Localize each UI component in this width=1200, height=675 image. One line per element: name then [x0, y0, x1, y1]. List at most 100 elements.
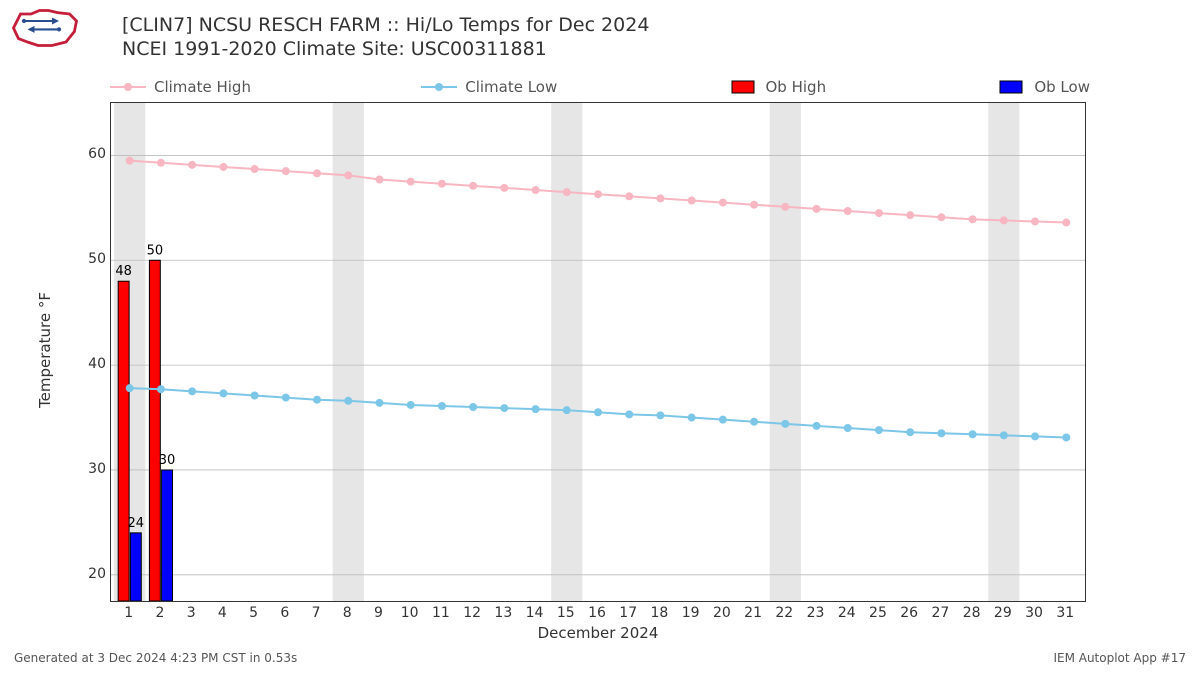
ob-bar: [130, 533, 141, 601]
xtick-label: 19: [682, 605, 700, 621]
xtick-label: 12: [463, 605, 481, 621]
weekend-band: [770, 103, 801, 601]
xtick-label: 7: [312, 605, 321, 621]
climate-low-marker: [438, 402, 446, 410]
title-line-1: [CLIN7] NCSU RESCH FARM :: Hi/Lo Temps f…: [122, 14, 649, 36]
climate-high-marker: [126, 157, 134, 165]
xtick-label: 23: [807, 605, 825, 621]
climate-low-marker: [906, 428, 914, 436]
bar-label: 24: [128, 516, 145, 531]
climate-low-marker: [313, 396, 321, 404]
climate-low-marker: [969, 430, 977, 438]
climate-low-marker: [375, 399, 383, 407]
climate-low-marker: [1062, 433, 1070, 441]
climate-low-marker: [594, 408, 602, 416]
bar-label: 48: [115, 264, 132, 279]
climate-high-marker: [719, 199, 727, 207]
ytick-label: 40: [88, 356, 106, 372]
climate-high-marker: [532, 186, 540, 194]
climate-high-marker: [251, 165, 259, 173]
climate-low-marker: [126, 384, 134, 392]
xtick-label: 22: [775, 605, 793, 621]
climate-high-marker: [438, 180, 446, 188]
xtick-label: 20: [713, 605, 731, 621]
xtick-label: 28: [963, 605, 981, 621]
legend-item-ob-low: Ob Low: [996, 78, 1090, 96]
ob-bar: [118, 281, 129, 601]
xtick-label: 24: [838, 605, 856, 621]
climate-low-marker: [469, 403, 477, 411]
legend-item-ob-high: Ob High: [728, 78, 827, 96]
climate-low-marker: [157, 385, 165, 393]
xtick-label: 3: [187, 605, 196, 621]
plot-area: 48 50 24 30: [110, 102, 1086, 602]
climate-high-marker: [813, 205, 821, 213]
iem-logo-icon: [10, 6, 80, 50]
weekend-band: [551, 103, 582, 601]
climate-high-marker: [344, 171, 352, 179]
legend: Climate High Climate Low Ob High Ob Low: [110, 72, 1090, 102]
legend-label: Ob High: [766, 78, 827, 96]
xtick-label: 8: [343, 605, 352, 621]
weekend-band: [988, 103, 1019, 601]
xtick-label: 6: [280, 605, 289, 621]
climate-high-marker: [875, 209, 883, 217]
xtick-label: 29: [994, 605, 1012, 621]
climate-high-marker: [844, 207, 852, 215]
climate-high-marker: [688, 197, 696, 205]
climate-high-marker: [469, 182, 477, 190]
climate-low-marker: [719, 416, 727, 424]
climate-high-marker: [750, 201, 758, 209]
xtick-label: 18: [651, 605, 669, 621]
chart-titles: [CLIN7] NCSU RESCH FARM :: Hi/Lo Temps f…: [122, 14, 649, 60]
climate-low-marker: [563, 406, 571, 414]
legend-item-climate-high: Climate High: [110, 78, 251, 96]
xtick-label: 30: [1025, 605, 1043, 621]
climate-high-marker: [1031, 217, 1039, 225]
climate-high-marker: [594, 190, 602, 198]
climate-high-marker: [157, 159, 165, 167]
xtick-label: 13: [494, 605, 512, 621]
footer-app: IEM Autoplot App #17: [1053, 651, 1186, 665]
xtick-label: 31: [1056, 605, 1074, 621]
bar-label: 50: [147, 243, 164, 258]
climate-high-marker: [1062, 219, 1070, 227]
plot-svg: 48 50 24 30: [111, 103, 1085, 601]
xtick-label: 11: [432, 605, 450, 621]
xtick-label: 10: [401, 605, 419, 621]
legend-item-climate-low: Climate Low: [421, 78, 557, 96]
xtick-label: 4: [218, 605, 227, 621]
climate-high-marker: [407, 178, 415, 186]
climate-high-marker: [969, 215, 977, 223]
xtick-label: 2: [155, 605, 164, 621]
climate-high-marker: [219, 163, 227, 171]
footer-generated: Generated at 3 Dec 2024 4:23 PM CST in 0…: [14, 651, 297, 665]
legend-label: Climate Low: [465, 78, 557, 96]
ytick-label: 50: [88, 251, 106, 267]
climate-high-marker: [188, 161, 196, 169]
climate-low-marker: [407, 401, 415, 409]
legend-swatch-climate-high-icon: [110, 80, 146, 94]
climate-low-marker: [532, 405, 540, 413]
climate-low-marker: [656, 411, 664, 419]
ob-bar: [162, 470, 173, 601]
climate-low-marker: [937, 429, 945, 437]
climate-low-marker: [781, 420, 789, 428]
xtick-label: 1: [124, 605, 133, 621]
climate-high-marker: [781, 203, 789, 211]
xtick-label: 27: [931, 605, 949, 621]
climate-high-marker: [906, 211, 914, 219]
xtick-label: 17: [619, 605, 637, 621]
ytick-label: 60: [88, 146, 106, 162]
climate-low-marker: [1031, 432, 1039, 440]
legend-swatch-ob-high-icon: [728, 80, 758, 94]
climate-low-marker: [625, 410, 633, 418]
xtick-label: 5: [249, 605, 258, 621]
legend-swatch-climate-low-icon: [421, 80, 457, 94]
climate-low-marker: [219, 389, 227, 397]
climate-high-marker: [937, 213, 945, 221]
y-axis-label: Temperature °F: [36, 292, 54, 408]
climate-low-marker: [282, 394, 290, 402]
bar-label: 30: [159, 453, 176, 468]
legend-swatch-ob-low-icon: [996, 80, 1026, 94]
